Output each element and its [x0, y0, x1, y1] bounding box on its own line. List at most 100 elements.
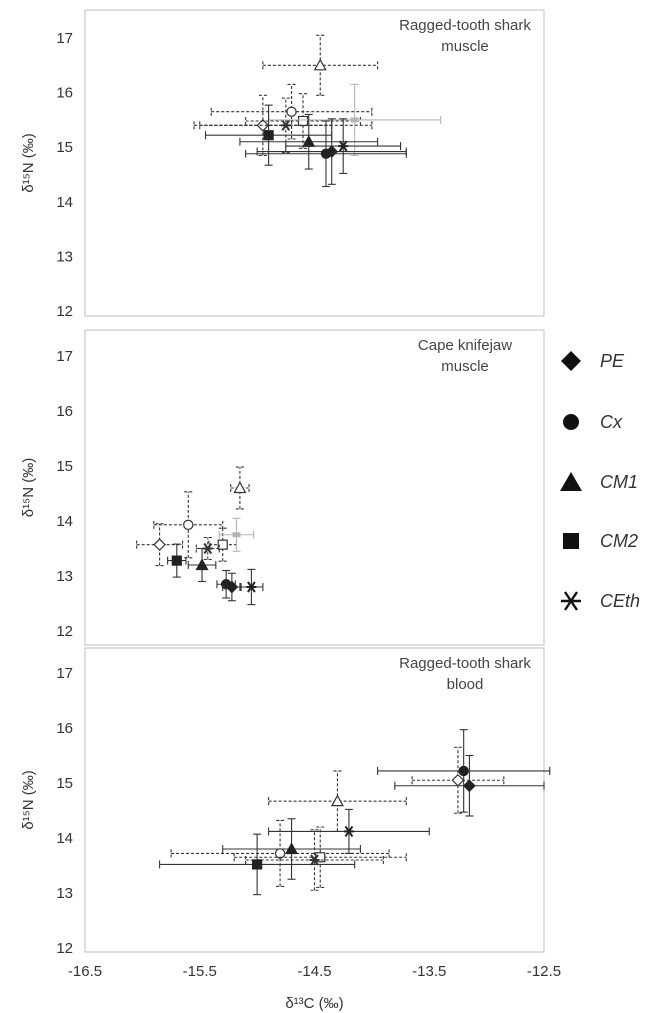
legend-label: CEth	[600, 591, 640, 611]
asterisk-marker	[280, 119, 291, 131]
panel-title-line: Ragged-tooth shark	[399, 17, 531, 34]
y-tick-label: 17	[56, 665, 73, 682]
panel-frame	[84, 647, 545, 953]
asterisk-stroke	[247, 581, 256, 593]
panel-title-line: blood	[447, 676, 484, 693]
y-axis-label: δ¹⁵N (‰)	[20, 133, 37, 193]
square-marker	[217, 539, 228, 550]
asterisk-marker	[338, 140, 349, 152]
grey-marker	[232, 532, 241, 538]
legend-label: CM2	[600, 531, 638, 551]
panel-frame	[84, 9, 545, 317]
data-point	[230, 466, 250, 510]
legend-label: PE	[600, 351, 625, 371]
asterisk-icon	[561, 591, 581, 611]
data-point	[268, 808, 430, 854]
y-tick-label: 17	[56, 348, 73, 365]
chart-panel: 12 13 14 15 16 17 -16.5 -15.5 -14.5 -13.5 -12.5 δ¹⁵…	[20, 647, 561, 1012]
y-tick-label: 15	[56, 775, 73, 792]
legend-item: CEth	[561, 591, 640, 611]
panel-title-line: Cape knifejaw	[418, 337, 512, 354]
data-point	[268, 770, 407, 832]
asterisk-marker	[343, 825, 354, 837]
data-point	[262, 34, 379, 96]
square-marker	[263, 130, 274, 141]
data-point	[218, 517, 255, 552]
chart-panel: 12 13 14 15 16 17 δ¹⁵N (‰) Ragged-tooth shark mu…	[20, 9, 545, 320]
triangle-marker	[285, 842, 299, 855]
diamond-icon	[561, 351, 581, 371]
data-point	[210, 83, 373, 140]
circle-marker	[274, 848, 286, 859]
legend-label: Cx	[600, 412, 623, 432]
y-tick-label: 17	[56, 30, 73, 47]
x-tick-label: -15.5	[183, 963, 217, 980]
data-point	[245, 93, 361, 149]
triangle-marker	[313, 58, 327, 71]
asterisk-stroke	[203, 542, 213, 555]
y-axis-label: δ¹⁵N (‰)	[20, 458, 37, 518]
panel-title-line: Ragged-tooth shark	[399, 655, 531, 672]
data-point	[222, 572, 242, 602]
square-marker	[171, 555, 182, 566]
x-tick-label: -14.5	[297, 963, 331, 980]
data-point	[245, 120, 407, 188]
legend-item: CM2	[563, 531, 638, 551]
asterisk-marker	[246, 581, 257, 593]
asterisk-stroke	[344, 825, 354, 837]
y-tick-label: 12	[56, 303, 73, 320]
circle-icon	[563, 414, 579, 430]
data-point	[245, 829, 384, 891]
y-tick-label: 15	[56, 139, 73, 156]
data-point	[153, 491, 224, 559]
y-tick-label: 13	[56, 248, 73, 265]
asterisk-stroke	[310, 854, 319, 866]
panel-title-line: muscle	[441, 38, 489, 55]
diamond-marker	[225, 580, 239, 594]
legend-item: CM1	[560, 472, 638, 492]
y-tick-label: 15	[56, 458, 73, 475]
data-point	[167, 543, 187, 578]
x-tick-label: -16.5	[68, 963, 102, 980]
y-tick-label: 14	[56, 194, 73, 211]
triangle-marker	[195, 558, 209, 571]
y-tick-label: 13	[56, 885, 73, 902]
circle-marker	[320, 148, 332, 159]
grey-marker	[350, 117, 359, 123]
circle-marker	[286, 106, 297, 117]
legend: PE Cx CM1 CM2 CEth	[560, 351, 640, 611]
triangle-marker	[233, 481, 247, 494]
circle-marker	[458, 765, 469, 777]
y-axis-label: δ¹⁵N (‰)	[20, 770, 37, 830]
x-axis-label: δ¹³C (‰)	[285, 995, 343, 1012]
y-tick-label: 16	[56, 720, 73, 737]
data-point	[187, 547, 217, 583]
data-point	[222, 818, 361, 880]
data-point	[411, 746, 505, 814]
diamond-marker	[256, 119, 270, 132]
x-tick-label: -12.5	[527, 963, 561, 980]
legend-item: PE	[561, 351, 625, 371]
square-marker	[252, 859, 263, 870]
triangle-icon	[560, 472, 582, 491]
data-point	[239, 568, 264, 606]
data-point	[159, 833, 356, 896]
data-point	[136, 523, 184, 567]
square-marker	[297, 115, 309, 127]
legend-item: Cx	[563, 412, 623, 432]
y-tick-label: 16	[56, 403, 73, 420]
asterisk-stroke	[338, 140, 348, 152]
asterisk-stroke	[564, 591, 578, 611]
data-point	[377, 729, 551, 813]
y-tick-label: 12	[56, 623, 73, 640]
triangle-marker	[330, 794, 344, 807]
asterisk-stroke	[281, 119, 291, 131]
panel-title-line: muscle	[441, 358, 489, 375]
legend-label: CM1	[600, 472, 638, 492]
y-tick-label: 16	[56, 85, 73, 102]
asterisk-marker	[309, 854, 320, 866]
chart-panel: 12 13 14 15 16 17 δ¹⁵N (‰) Cape knifejaw muscle	[20, 329, 545, 646]
y-tick-label: 12	[56, 940, 73, 957]
y-tick-label: 13	[56, 568, 73, 585]
